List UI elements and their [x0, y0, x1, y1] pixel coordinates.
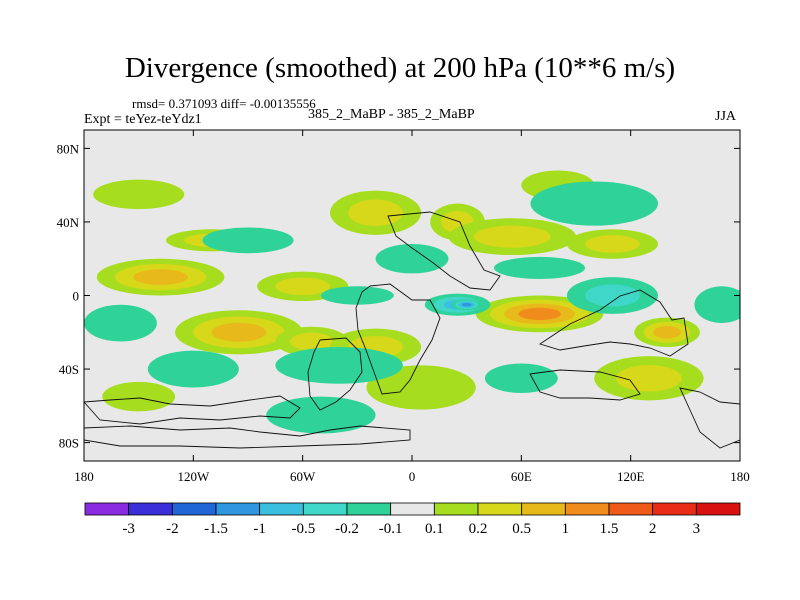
colorbar-label-2: -1.5	[204, 521, 228, 537]
field-feature-19-level-1	[275, 346, 403, 384]
field-feature-27-level-1	[84, 304, 157, 342]
colorbar: -3 -2 -1.5 -1 -0.5 -0.2 -0.1 0.1 0.2 0.5 1 1.5 2 3	[84, 502, 741, 537]
field-feature-28-level-1	[266, 396, 376, 434]
experiment-label: Expt = teYez-teYdz1	[84, 112, 202, 127]
field-feature-13-level-2	[616, 365, 682, 392]
colorbar-box-3	[215, 502, 261, 516]
field-feature-0-level-3	[133, 269, 188, 285]
colorbar-box-5	[302, 502, 348, 516]
colorbar-label-10: 1	[562, 521, 570, 537]
field-feature-14-level-1	[366, 365, 476, 410]
colorbar-label-3: -1	[253, 521, 266, 537]
x-tick-label-0: 180	[74, 469, 94, 484]
x-tick-label-1: 120W	[177, 469, 210, 484]
x-tick-label-3: 0	[409, 469, 416, 484]
x-tick-label-5: 120E	[617, 469, 645, 484]
field-feature-8-level-4	[518, 307, 561, 321]
field-feature-26-level-1	[530, 181, 658, 226]
colorbar-label-13: 3	[693, 521, 701, 537]
colorbar-label-8: 0.2	[469, 521, 488, 537]
field-feature-23-level-1	[494, 256, 586, 279]
chart-title: Divergence (smoothed) at 200 hPa (10**6 …	[124, 52, 676, 84]
field-feature-18-level-4	[461, 302, 472, 307]
y-tick-label-4: 80S	[59, 436, 79, 451]
colorbar-box-9	[477, 502, 523, 516]
colorbar-box-14	[695, 502, 741, 516]
field-feature-9-level-2	[473, 225, 551, 248]
colorbar-box-4	[259, 502, 304, 516]
y-tick-label-1: 40N	[57, 215, 80, 230]
stats-text: rmsd= 0.371093 diff= -0.00135556	[132, 96, 316, 111]
divergence-field	[84, 170, 740, 434]
colorbar-label-1: -2	[166, 521, 179, 537]
colorbar-box-11	[564, 502, 610, 516]
y-axis: 80N 40N 0 40S 80S	[57, 141, 740, 451]
field-feature-12-level-3	[653, 325, 682, 339]
colorbar-box-8	[433, 502, 479, 516]
colorbar-box-0	[84, 502, 130, 516]
case-label: 385_2_MaBP - 385_2_MaBP	[308, 107, 475, 122]
y-tick-label-2: 0	[73, 289, 80, 304]
field-feature-25-level-1	[694, 286, 740, 324]
field-feature-22-level-1	[375, 244, 449, 274]
field-feature-6-level-2	[348, 199, 403, 226]
colorbar-box-7	[390, 502, 435, 516]
colorbar-label-0: -3	[122, 521, 135, 537]
field-feature-21-level-1	[202, 227, 294, 254]
colorbar-box-1	[128, 502, 173, 516]
field-feature-3-level-3	[211, 322, 267, 342]
colorbar-box-12	[608, 502, 654, 516]
field-feature-16-level-1	[102, 381, 176, 412]
colorbar-label-7: 0.1	[425, 521, 444, 537]
colorbar-box-10	[521, 502, 566, 516]
colorbar-box-13	[652, 502, 697, 516]
colorbar-label-12: 2	[649, 521, 657, 537]
x-axis: 180 120W 60W 0 60E 120E 180	[74, 130, 750, 484]
colorbar-label-6: -0.1	[379, 521, 403, 537]
field-feature-29-level-1	[484, 363, 558, 393]
colorbar-label-9: 0.5	[512, 521, 531, 537]
x-tick-label-6: 180	[730, 469, 750, 484]
field-feature-2-level-2	[275, 277, 330, 296]
x-tick-label-2: 60W	[290, 469, 316, 484]
y-tick-label-3: 40S	[59, 362, 79, 377]
coastline-outline	[84, 211, 740, 449]
colorbar-label-5: -0.2	[335, 521, 359, 537]
field-feature-4-level-2	[289, 332, 334, 351]
colorbar-label-4: -0.5	[291, 521, 315, 537]
colorbar-box-2	[171, 502, 217, 516]
field-feature-20-level-1	[147, 350, 239, 388]
field-feature-30-level-1	[320, 286, 394, 305]
field-feature-15-level-1	[93, 179, 185, 210]
colorbar-label-11: 1.5	[600, 521, 619, 537]
x-tick-label-4: 60E	[511, 469, 532, 484]
season-label: JJA	[715, 109, 737, 124]
y-tick-label-0: 80N	[57, 141, 80, 156]
field-feature-24-level-2	[585, 284, 640, 307]
colorbar-box-6	[346, 502, 392, 516]
field-feature-11-level-2	[585, 235, 640, 253]
